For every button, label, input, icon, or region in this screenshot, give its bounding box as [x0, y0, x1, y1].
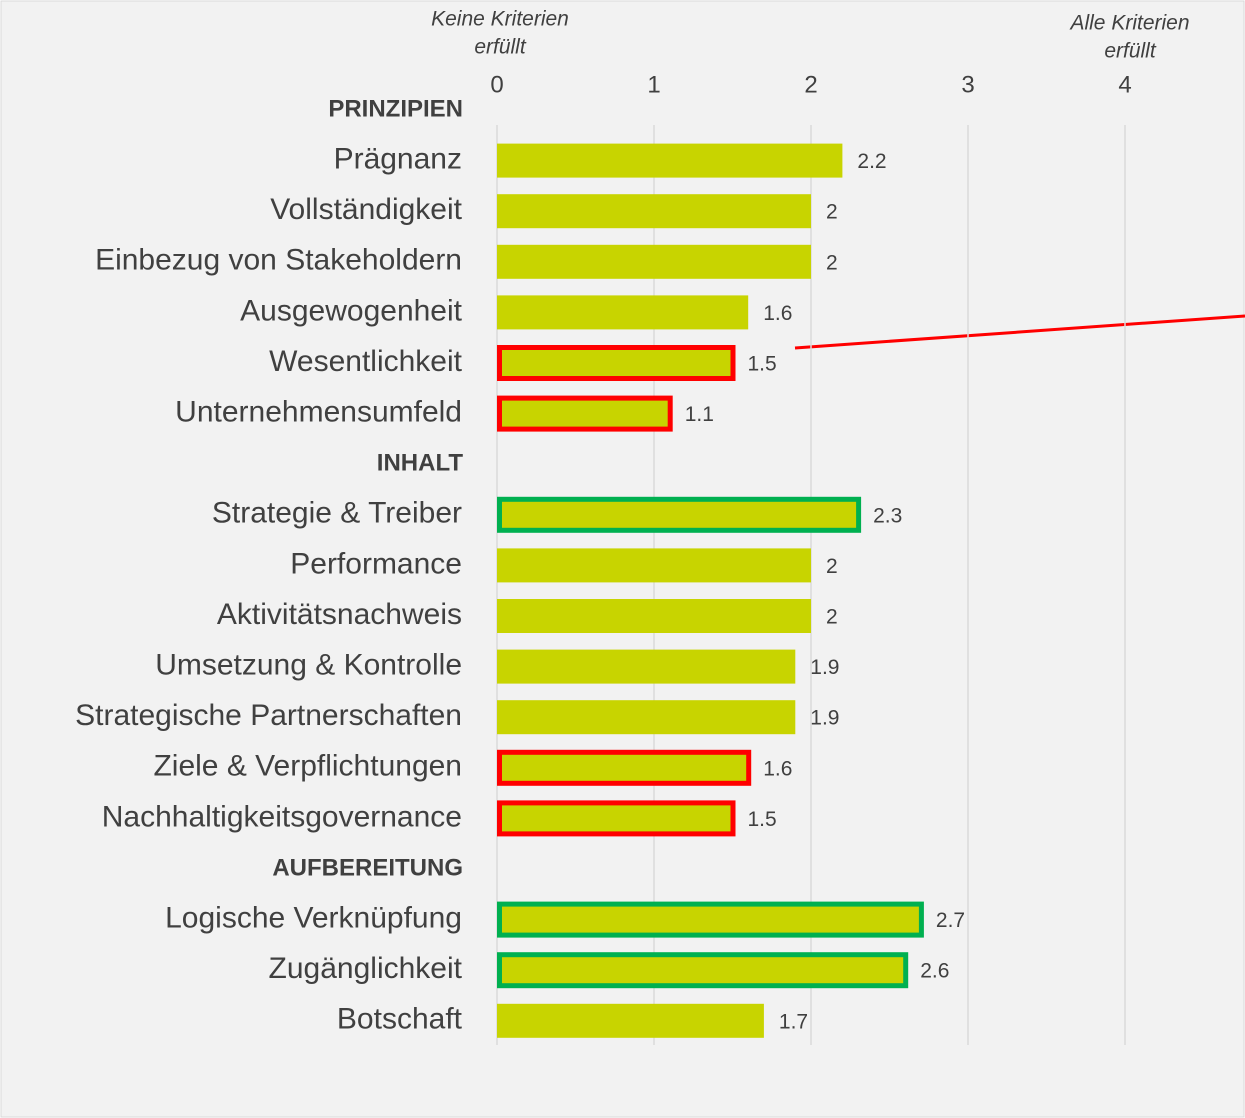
bar: [497, 194, 811, 229]
x-tick-label: 0: [490, 71, 503, 98]
data-label: 2: [826, 606, 838, 629]
data-label: 1.9: [810, 656, 839, 679]
y-tick-label: Ausgewogenheit: [240, 294, 463, 327]
y-tick-label: Ziele & Verpflichtungen: [153, 750, 462, 783]
y-tick-label: Logische Verknüpfung: [165, 902, 462, 935]
x-tick-label: 3: [961, 71, 974, 98]
y-tick-label: Strategie & Treiber: [212, 497, 462, 530]
bar: [497, 649, 796, 684]
data-label: 1.5: [748, 808, 777, 831]
bar: [497, 346, 733, 380]
data-label: 1.7: [779, 1010, 808, 1033]
bar: [497, 244, 811, 279]
bar-outline: [497, 952, 909, 989]
y-tick-label: Strategische Partnerschaften: [75, 699, 462, 732]
axis-annotation: erfüllt: [474, 36, 527, 59]
y-tick-label: Botschaft: [337, 1003, 463, 1036]
data-label: 1.5: [748, 353, 777, 376]
data-label: 2: [826, 201, 838, 224]
group-label: AUFBEREITUNG: [272, 854, 463, 881]
axis-annotation: erfüllt: [1104, 40, 1157, 63]
y-tick-label: Zugänglichkeit: [269, 952, 463, 985]
bar: [497, 700, 796, 735]
data-label: 2.2: [857, 150, 886, 173]
bar: [497, 750, 749, 785]
bar: [497, 548, 811, 583]
data-label: 2.7: [936, 909, 965, 932]
x-tick-label: 4: [1118, 71, 1131, 98]
data-label: 1.1: [685, 403, 714, 426]
y-tick-label: Umsetzung & Kontrolle: [155, 649, 462, 682]
bar: [497, 497, 859, 532]
y-tick-label: Vollständigkeit: [270, 193, 462, 226]
y-tick-label: Unternehmensumfeld: [175, 396, 462, 429]
x-tick-label: 2: [804, 71, 817, 98]
bar: [497, 396, 670, 431]
axis-annotation: Keine Kriterien: [431, 8, 569, 31]
bar-outline: [497, 901, 924, 938]
y-tick-label: Aktivitätsnachweis: [217, 598, 462, 631]
data-label: 1.6: [763, 302, 792, 325]
data-label: 2: [826, 555, 838, 578]
y-tick-label: Einbezug von Stakeholdern: [95, 244, 462, 277]
bar-outline: [497, 749, 752, 786]
y-tick-label: Prägnanz: [334, 143, 462, 176]
data-label: 2: [826, 251, 838, 274]
group-label: INHALT: [377, 450, 464, 477]
bar: [497, 1003, 764, 1038]
axis-annotation: Alle Kriterien: [1068, 12, 1189, 35]
data-label: 1.9: [810, 707, 839, 730]
bar: [497, 953, 906, 988]
bar: [497, 295, 749, 330]
bar-outline: [497, 345, 736, 381]
y-tick-label: Wesentlichkeit: [269, 345, 463, 378]
y-tick-label: Nachhaltigkeitsgovernance: [102, 800, 462, 833]
annotation-line: [794, 314, 1245, 350]
data-label: 1.6: [763, 757, 792, 780]
bar: [497, 143, 843, 178]
data-label: 2.6: [920, 960, 949, 983]
bar-outline: [497, 800, 736, 837]
data-label: 2.3: [873, 504, 902, 527]
bar-outline: [497, 496, 862, 533]
group-label: PRINZIPIEN: [328, 95, 463, 122]
bar: [497, 599, 811, 633]
bar: [497, 801, 733, 836]
x-tick-label: 1: [647, 71, 660, 98]
bar: [497, 902, 921, 937]
bar-outline: [497, 395, 673, 432]
y-tick-label: Performance: [290, 547, 462, 580]
